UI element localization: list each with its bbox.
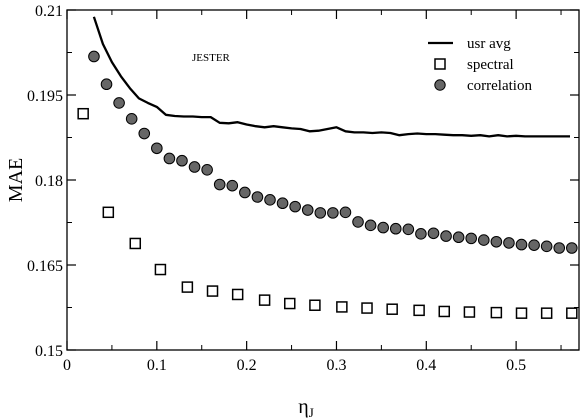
- data-point-spectral: [566, 307, 578, 319]
- series-layer: [77, 16, 578, 319]
- legend-usr-avg-label: usr avg: [467, 36, 511, 52]
- data-point-spectral: [206, 285, 219, 297]
- data-point-correlation: [314, 207, 327, 219]
- data-point-spectral: [490, 306, 503, 319]
- data-point-correlation: [151, 142, 163, 155]
- annotation-label: JESTER: [192, 52, 231, 64]
- ticks-layer: 0 0.1 0.2 0.3 0.4 0.5 0.15 0.165 0.18 0.195 0.21: [27, 3, 579, 374]
- data-point-correlation: [276, 197, 289, 210]
- data-point-spectral: [413, 304, 425, 317]
- data-point-spectral: [77, 107, 89, 120]
- data-point-correlation: [364, 219, 377, 232]
- x-tick-label: 0.3: [326, 357, 346, 374]
- data-point-spectral: [129, 237, 142, 250]
- data-point-correlation: [566, 242, 578, 254]
- data-point-correlation: [377, 221, 389, 234]
- x-tick-label: 0.2: [237, 357, 257, 374]
- data-point-correlation: [402, 223, 415, 236]
- y-tick-label: 0.195: [27, 88, 63, 105]
- data-point-correlation: [188, 161, 201, 173]
- legend-spectral-swatch: [434, 58, 446, 70]
- y-tick-label: 0.21: [35, 3, 63, 20]
- x-axis-title: ηJ: [298, 396, 314, 419]
- data-point-spectral: [540, 307, 553, 319]
- data-point-spectral: [284, 297, 296, 310]
- data-point-correlation: [239, 186, 251, 199]
- data-point-correlation: [138, 127, 151, 140]
- data-point-correlation: [352, 216, 364, 228]
- data-point-correlation: [540, 240, 553, 253]
- x-tick-label: 0.4: [416, 357, 436, 374]
- data-point-spectral: [231, 288, 244, 301]
- data-point-spectral: [438, 305, 451, 318]
- data-point-correlation: [264, 194, 276, 206]
- data-point-spectral: [181, 281, 194, 293]
- x-tick-label: 0.5: [506, 357, 526, 374]
- data-point-spectral: [154, 263, 167, 276]
- data-point-correlation: [389, 222, 402, 235]
- y-tick-label: 0.18: [35, 173, 63, 190]
- y-axis-title: MAE: [5, 158, 27, 202]
- data-point-spectral: [515, 307, 528, 319]
- data-point-correlation: [515, 238, 528, 251]
- legend: usr avg spectral correlation: [428, 36, 532, 94]
- data-point-spectral: [361, 302, 373, 314]
- plot-background: [67, 10, 579, 350]
- data-point-spectral: [463, 306, 476, 318]
- data-point-correlation: [339, 206, 352, 219]
- x-tick-label: 0.1: [147, 357, 167, 374]
- legend-correlation-swatch: [434, 79, 446, 91]
- data-point-correlation: [528, 239, 540, 251]
- data-point-correlation: [113, 97, 125, 109]
- data-point-correlation: [465, 232, 478, 245]
- data-point-correlation: [125, 113, 138, 125]
- x-axis-title-symbol: η: [298, 396, 308, 418]
- data-point-correlation: [100, 78, 113, 91]
- data-point-correlation: [301, 204, 314, 216]
- x-tick-label: 0: [63, 357, 71, 374]
- data-point-correlation: [327, 207, 339, 219]
- data-point-correlation: [415, 228, 427, 240]
- data-point-correlation: [553, 242, 566, 254]
- legend-spectral-label: spectral: [467, 57, 514, 73]
- data-point-spectral: [309, 299, 321, 311]
- data-point-correlation: [503, 237, 515, 249]
- data-point-correlation: [213, 178, 226, 191]
- series-line-usr-avg: [92, 16, 570, 138]
- legend-correlation-label: correlation: [467, 78, 532, 94]
- data-point-correlation: [477, 234, 490, 246]
- data-point-correlation: [440, 230, 452, 242]
- data-point-correlation: [490, 235, 503, 248]
- data-point-spectral: [102, 206, 115, 219]
- data-point-correlation: [176, 154, 188, 167]
- data-point-correlation: [226, 179, 239, 192]
- y-tick-label: 0.165: [27, 258, 63, 275]
- data-point-correlation: [289, 200, 301, 213]
- data-point-correlation: [251, 191, 264, 203]
- data-point-correlation: [163, 152, 176, 165]
- data-point-spectral: [336, 301, 348, 313]
- data-point-correlation: [88, 50, 100, 63]
- data-point-spectral: [386, 303, 398, 315]
- y-tick-label: 0.15: [35, 343, 63, 360]
- data-point-correlation: [201, 164, 213, 176]
- data-point-correlation: [452, 231, 465, 244]
- x-axis-title-subscript: J: [309, 405, 314, 419]
- data-point-spectral: [258, 294, 271, 306]
- data-point-correlation: [427, 227, 440, 240]
